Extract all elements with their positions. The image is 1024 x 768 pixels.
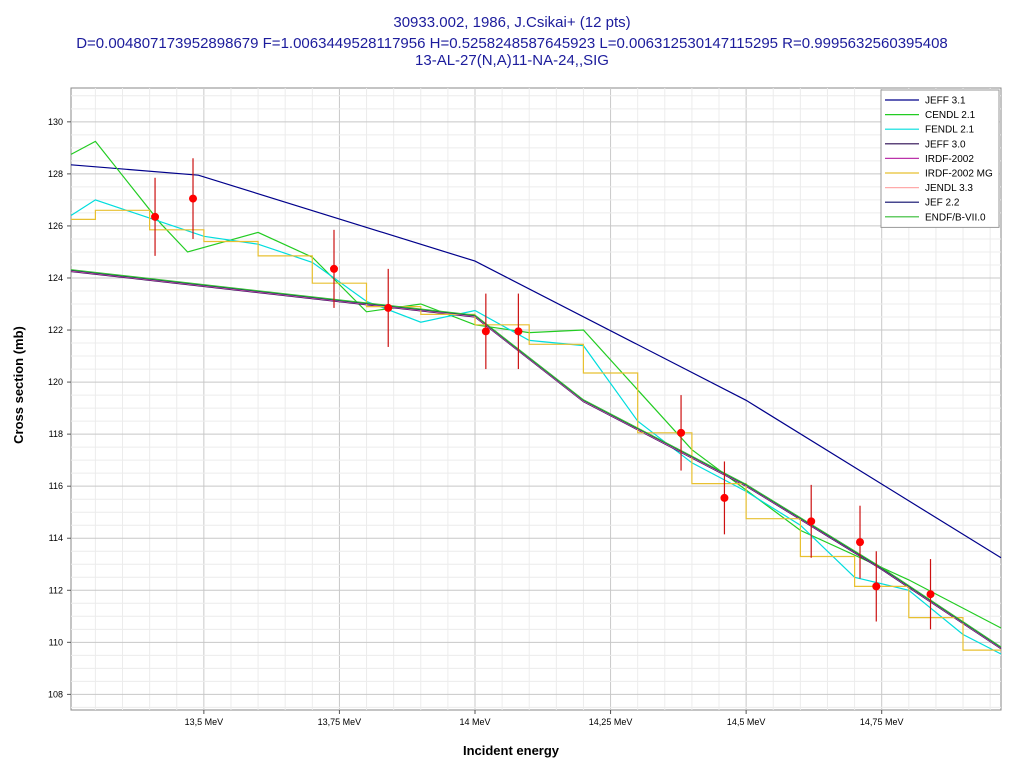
data-point [514, 327, 523, 336]
data-point [189, 194, 198, 203]
y-tick-label: 130 [48, 117, 63, 127]
y-tick-label: 116 [49, 481, 63, 491]
legend-label: FENDL 2.1 [925, 125, 975, 136]
x-tick-label: 14,5 MeV [727, 717, 766, 727]
plot-area [70, 87, 1002, 711]
y-tick-label: 124 [48, 273, 63, 283]
legend-label: IRDF-2002 [925, 154, 974, 165]
data-point [872, 582, 881, 591]
data-point [481, 327, 490, 336]
axes: 13,5 MeV 13,75 MeV 14 MeV 14,25 MeV 14,5 MeV… [48, 117, 903, 727]
data-point [330, 264, 339, 273]
grid [71, 88, 1001, 710]
data-point [807, 517, 816, 526]
y-axis-title: Cross section (mb) [11, 326, 26, 444]
legend-label: ENDF/B-VII.0 [925, 212, 986, 223]
chart-fit-parameters: D=0.004807173952898679 F=1.0063449528117… [76, 35, 948, 52]
y-tick-label: 126 [48, 221, 63, 231]
chart-reaction: 13-AL-27(N,A)11-NA-24,,SIG [415, 52, 609, 69]
x-tick-label: 14,75 MeV [860, 717, 904, 727]
series-line-jeff-3-1 [70, 164, 1002, 559]
data-point [677, 428, 686, 437]
series-line-irdf-2002-mg [71, 209, 1001, 651]
legend-label: JEF 2.2 [925, 198, 960, 209]
data-point [856, 538, 865, 547]
series-layer [70, 140, 1002, 655]
y-tick-label: 108 [48, 689, 63, 699]
legend-label: IRDF-2002 MG [925, 169, 993, 180]
legend-label: JEFF 3.0 [925, 139, 966, 150]
y-tick-label: 112 [49, 585, 63, 595]
y-tick-label: 128 [48, 169, 63, 179]
data-point [151, 212, 160, 221]
data-point [720, 493, 729, 502]
x-tick-label: 14,25 MeV [589, 717, 633, 727]
series-line-endf-b-vii-0 [70, 269, 1002, 648]
data-point [926, 590, 935, 599]
series-line-cendl-2-1 [70, 140, 1002, 629]
data-point [384, 303, 393, 312]
experimental-points [151, 158, 935, 630]
legend-label: CENDL 2.1 [925, 110, 976, 121]
x-axis-title: Incident energy [463, 743, 560, 758]
y-tick-label: 120 [48, 377, 63, 387]
y-tick-label: 122 [48, 325, 63, 335]
x-tick-label: 13,5 MeV [185, 717, 224, 727]
y-tick-label: 118 [49, 429, 63, 439]
x-tick-label: 13,75 MeV [318, 717, 362, 727]
legend: JEFF 3.1 CENDL 2.1 FENDL 2.1 JEFF 3.0 IRDF-2… [880, 89, 1000, 228]
y-tick-label: 114 [49, 533, 63, 543]
legend-label: JEFF 3.1 [925, 96, 966, 107]
legend-label: JENDL 3.3 [925, 183, 973, 194]
chart-title: 30933.002, 1986, J.Csikai+ (12 pts) [393, 14, 631, 31]
x-tick-label: 14 MeV [459, 717, 490, 727]
y-tick-label: 110 [49, 637, 63, 647]
